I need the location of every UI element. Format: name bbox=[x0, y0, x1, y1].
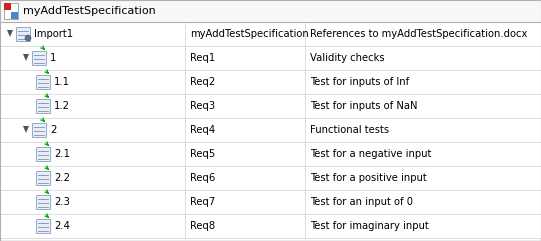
Text: References to myAddTestSpecification.docx: References to myAddTestSpecification.doc… bbox=[310, 29, 527, 39]
Bar bbox=[0, 94, 541, 118]
Bar bbox=[0, 22, 541, 46]
Text: 1.2: 1.2 bbox=[54, 101, 70, 111]
Circle shape bbox=[25, 35, 31, 41]
Text: 2: 2 bbox=[50, 125, 56, 135]
Text: myAddTestSpecification: myAddTestSpecification bbox=[190, 29, 309, 39]
Text: Req4: Req4 bbox=[190, 125, 215, 135]
Text: Req6: Req6 bbox=[190, 173, 215, 183]
Text: Test for a negative input: Test for a negative input bbox=[310, 149, 431, 159]
Text: Req8: Req8 bbox=[190, 221, 215, 231]
Bar bbox=[36, 99, 50, 113]
Text: Functional tests: Functional tests bbox=[310, 125, 389, 135]
Bar bbox=[4, 3, 18, 19]
Bar bbox=[36, 171, 50, 185]
Bar bbox=[36, 147, 50, 161]
Text: Test for inputs of Inf: Test for inputs of Inf bbox=[310, 77, 409, 87]
Text: Test for an input of 0: Test for an input of 0 bbox=[310, 197, 413, 207]
Bar bbox=[36, 195, 50, 209]
Text: Test for inputs of NaN: Test for inputs of NaN bbox=[310, 101, 418, 111]
Bar bbox=[0, 0, 541, 22]
Text: myAddTestSpecification: myAddTestSpecification bbox=[23, 6, 156, 16]
Bar bbox=[32, 123, 46, 137]
Polygon shape bbox=[23, 54, 29, 61]
Bar bbox=[0, 118, 541, 142]
Polygon shape bbox=[7, 30, 13, 37]
Bar bbox=[0, 166, 541, 190]
Text: 1.1: 1.1 bbox=[54, 77, 70, 87]
Text: 2.2: 2.2 bbox=[54, 173, 70, 183]
Bar bbox=[0, 46, 541, 70]
Bar bbox=[32, 51, 46, 65]
Bar bbox=[11, 12, 18, 19]
Bar bbox=[0, 190, 541, 214]
Text: Test for a positive input: Test for a positive input bbox=[310, 173, 427, 183]
Text: 2.4: 2.4 bbox=[54, 221, 70, 231]
Bar bbox=[0, 70, 541, 94]
Bar bbox=[36, 219, 50, 233]
Bar bbox=[0, 142, 541, 166]
Text: 1: 1 bbox=[50, 53, 56, 63]
Text: 2.3: 2.3 bbox=[54, 197, 70, 207]
Text: Req2: Req2 bbox=[190, 77, 215, 87]
Bar bbox=[16, 27, 30, 41]
Text: Req7: Req7 bbox=[190, 197, 215, 207]
Bar bbox=[4, 3, 11, 10]
Text: Validity checks: Validity checks bbox=[310, 53, 385, 63]
Text: Test for imaginary input: Test for imaginary input bbox=[310, 221, 429, 231]
Text: Import1: Import1 bbox=[34, 29, 73, 39]
Bar bbox=[0, 214, 541, 238]
Text: Req5: Req5 bbox=[190, 149, 215, 159]
Text: Req1: Req1 bbox=[190, 53, 215, 63]
Text: Req3: Req3 bbox=[190, 101, 215, 111]
Bar bbox=[36, 75, 50, 89]
Polygon shape bbox=[23, 126, 29, 133]
Text: 2.1: 2.1 bbox=[54, 149, 70, 159]
